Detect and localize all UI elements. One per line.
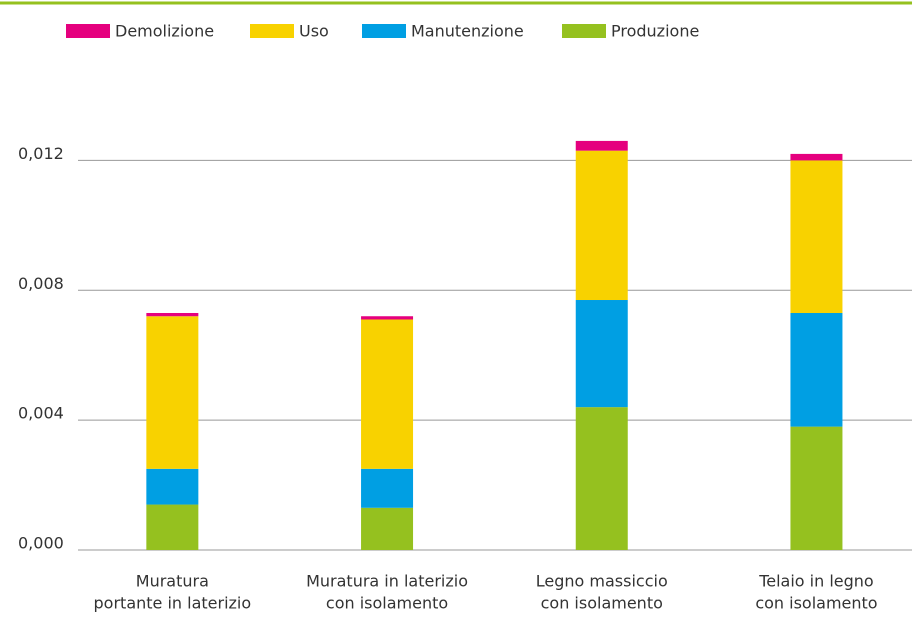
y-tick-label: 0,004 <box>18 404 64 423</box>
y-tick-label: 0,008 <box>18 274 64 293</box>
bar-segment <box>146 504 199 550</box>
legend-swatch <box>562 24 606 38</box>
x-tick-label: con isolamento <box>755 594 877 613</box>
x-tick-label: Telaio in legno <box>758 572 874 591</box>
bar-segment <box>575 140 628 151</box>
x-tick-label: Muratura <box>136 572 209 591</box>
legend-label: Produzione <box>611 22 699 41</box>
y-tick-label: 0,000 <box>18 534 64 553</box>
bar-segment <box>361 319 414 469</box>
bar-segment <box>361 468 414 508</box>
bar-segment <box>790 312 843 427</box>
x-tick-label: Muratura in laterizio <box>306 572 468 591</box>
bar-segment <box>361 507 414 550</box>
bar-segment <box>790 426 843 550</box>
y-tick-label: 0,012 <box>18 144 64 163</box>
x-tick-label: portante in laterizio <box>94 594 252 613</box>
x-tick-label: con isolamento <box>541 594 663 613</box>
bar-segment <box>790 160 843 313</box>
legend-swatch <box>66 24 110 38</box>
bar-segment <box>361 316 414 320</box>
bar-segment <box>146 312 199 317</box>
legend-label: Demolizione <box>115 22 214 41</box>
bar-segment <box>146 468 199 505</box>
bar-segment <box>146 316 199 469</box>
x-tick-label: Legno massiccio <box>536 572 668 591</box>
legend-label: Uso <box>299 22 329 41</box>
bar-segment <box>575 300 628 408</box>
bar-segment <box>575 150 628 301</box>
legend-swatch <box>362 24 406 38</box>
x-tick-label: con isolamento <box>326 594 448 613</box>
legend-label: Manutenzione <box>411 22 524 41</box>
bar-segment <box>790 153 843 161</box>
bar-segment <box>575 407 628 550</box>
legend-swatch <box>250 24 294 38</box>
